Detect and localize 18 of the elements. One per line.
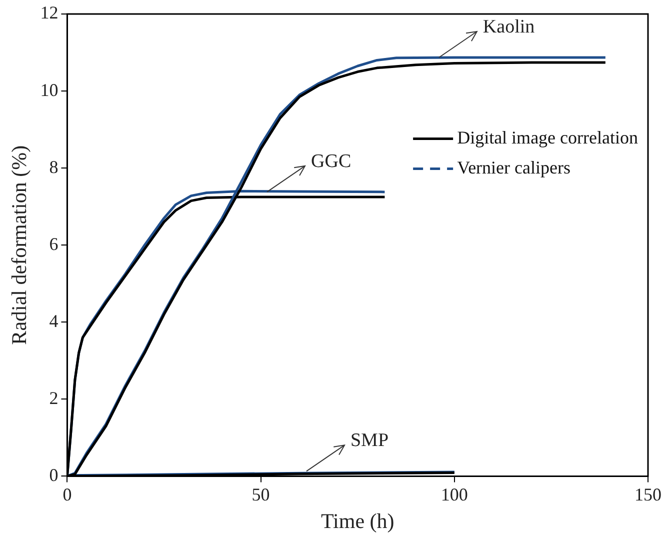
x-tick-label: 100 [440,484,468,505]
y-tick-label: 12 [40,2,58,23]
y-tick-label: 10 [40,80,58,100]
y-tick-label: 2 [49,388,58,408]
annotation: SMP [350,430,389,452]
legend-label: Vernier calipers [457,158,571,178]
x-tick-label: 50 [252,484,270,505]
y-tick-label: 0 [49,464,58,485]
annotation: GGC [310,150,352,172]
y-tick-label: 6 [49,234,58,254]
x-tick-label: 0 [62,484,72,505]
legend-label: Digital image correlation [457,128,638,148]
x-axis-title: Time (h) [320,508,394,533]
x-tick-label: 150 [634,484,662,505]
y-axis-title: Radial deformation (%) [7,145,32,345]
y-tick-label: 8 [49,156,58,177]
y-tick-label: 4 [49,310,58,331]
annotation: Kaolin [482,16,536,38]
